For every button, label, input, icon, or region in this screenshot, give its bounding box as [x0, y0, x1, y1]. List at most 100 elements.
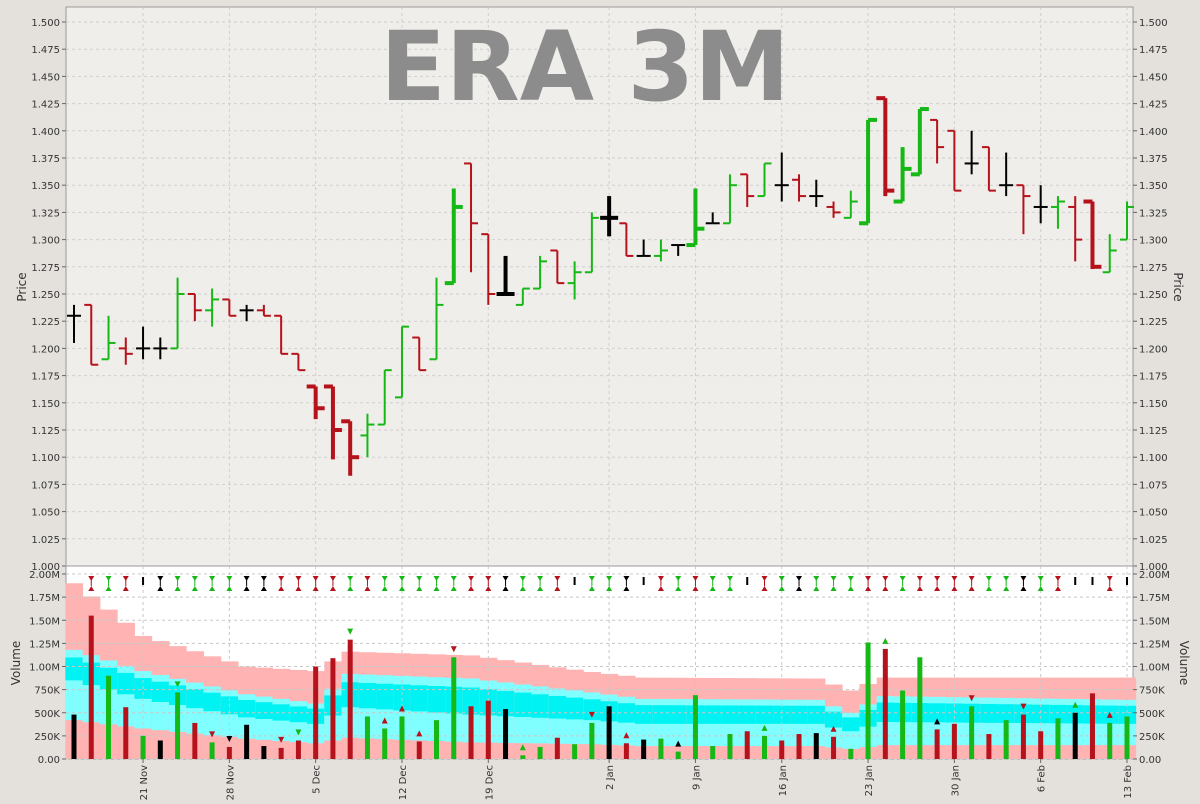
signal-bowtie-top — [191, 576, 198, 581]
volume-band-inner — [376, 683, 394, 710]
signal-bowtie-bottom — [934, 586, 941, 591]
volume-arrow-down — [450, 646, 457, 653]
signal-bar — [642, 577, 645, 585]
volume-tick-label-right: 2.00M — [1139, 570, 1170, 581]
ohlc-bar — [653, 239, 668, 262]
volume-arrow-down — [588, 711, 595, 718]
ohlc-bar — [999, 152, 1014, 197]
volume-band-inner — [1049, 704, 1068, 724]
volume-tick-label-left: 2.00M — [29, 570, 60, 581]
signal-bowtie-bottom — [398, 586, 405, 591]
volume-y-axis-right: 0.00 250K 500K 750K 1.00M 1.25M 1.50M 1.75M 2.00… — [1133, 570, 1170, 766]
signal-bowtie-top — [606, 576, 613, 581]
signal-bowtie-bottom — [1020, 586, 1027, 591]
volume-band-inner — [1032, 704, 1050, 724]
volume-bar — [934, 729, 940, 759]
volume-bar — [192, 722, 198, 759]
volume-axis-label-left: Volume — [9, 641, 23, 686]
signal-bowtie-top — [105, 576, 112, 581]
ohlc-bar — [412, 336, 427, 372]
volume-bar — [295, 740, 301, 759]
price-tick-label-left: 1.325 — [31, 208, 60, 219]
volume-arrow-up — [934, 718, 941, 725]
price-tick-label-left: 1.000 — [31, 562, 60, 573]
signal-bowtie-bottom — [778, 586, 785, 591]
signal-bar — [142, 577, 145, 585]
price-bars — [67, 96, 1134, 476]
ohlc-bar — [377, 369, 392, 426]
signal-bowtie-bottom — [502, 586, 509, 591]
signal-bowtie-bottom — [537, 586, 544, 591]
volume-bar — [347, 639, 353, 759]
ohlc-bar — [239, 304, 254, 322]
price-tick-label-left: 1.025 — [31, 535, 60, 546]
signal-bowtie-bottom — [985, 586, 992, 591]
volume-bar — [865, 642, 871, 759]
signal-markers — [88, 576, 1128, 591]
ohlc-bar — [671, 244, 686, 256]
volume-bar — [434, 720, 440, 759]
ohlc-bar — [360, 413, 375, 458]
ohlc-bar — [876, 96, 895, 197]
signal-bowtie-bottom — [468, 586, 475, 591]
volume-band-inner — [652, 705, 671, 724]
volume-bar — [364, 716, 370, 759]
signal-bowtie-top — [588, 576, 595, 581]
ohlc-bar — [567, 261, 582, 300]
volume-bar — [1003, 720, 1009, 759]
x-tick-label: 2 Jan — [605, 765, 616, 790]
price-tick-label-right: 1.500 — [1139, 18, 1168, 29]
volume-bar — [969, 706, 975, 759]
volume-bar — [123, 707, 129, 759]
ohlc-bar — [533, 255, 548, 290]
volume-bar — [157, 740, 163, 759]
ohlc-bar — [1102, 234, 1117, 274]
signal-bowtie-top — [1020, 576, 1027, 581]
ohlc-bar — [187, 293, 202, 322]
volume-bar — [1020, 714, 1026, 759]
ohlc-bar — [705, 212, 720, 225]
signal-bowtie-bottom — [381, 586, 388, 591]
volume-band-inner — [704, 705, 722, 724]
ohlc-bar — [84, 303, 99, 366]
volume-band-inner — [462, 687, 481, 715]
signal-bowtie-top — [1054, 576, 1061, 581]
volume-arrow-down — [968, 695, 975, 702]
ohlc-bar — [515, 287, 530, 306]
volume-band-inner — [255, 702, 274, 719]
signal-bowtie-bottom — [295, 586, 302, 591]
signal-bowtie-bottom — [968, 586, 975, 591]
volume-arrow-up — [416, 730, 423, 737]
price-tick-label-right: 1.300 — [1139, 236, 1168, 247]
signal-bowtie-top — [692, 576, 699, 581]
price-tick-label-right: 1.175 — [1139, 372, 1168, 383]
ohlc-bar — [930, 118, 945, 164]
volume-band-inner — [790, 705, 809, 724]
volume-bar — [399, 716, 405, 759]
signal-bowtie-bottom — [260, 586, 267, 591]
signal-bowtie-top — [675, 576, 682, 581]
x-tick-label: 19 Dec — [484, 765, 495, 800]
volume-bar — [727, 734, 733, 759]
signal-bowtie-bottom — [416, 586, 423, 591]
price-tick-label-right: 1.250 — [1139, 290, 1168, 301]
volume-arrow-up — [882, 637, 889, 644]
signal-bowtie-bottom — [865, 586, 872, 591]
signal-bowtie-top — [364, 576, 371, 581]
price-y-axis-left: 1.000 1.025 1.050 1.075 1.100 1.125 1.150 1.175… — [31, 18, 66, 573]
volume-arrow-down — [278, 736, 285, 743]
volume-bar — [606, 706, 612, 759]
ohlc-bar — [136, 326, 151, 360]
signal-bowtie-bottom — [209, 586, 216, 591]
volume-tick-label-left: 250K — [34, 732, 60, 743]
signal-bowtie-top — [796, 576, 803, 581]
x-tick-label: 21 Nov — [139, 765, 150, 800]
signal-bowtie-bottom — [88, 586, 95, 591]
volume-bar — [900, 690, 906, 759]
ohlc-bar — [893, 147, 912, 204]
signal-bowtie-top — [968, 576, 975, 581]
price-tick-label-left: 1.300 — [31, 236, 60, 247]
price-tick-label-right: 1.450 — [1139, 72, 1168, 83]
price-tick-label-left: 1.200 — [31, 344, 60, 355]
